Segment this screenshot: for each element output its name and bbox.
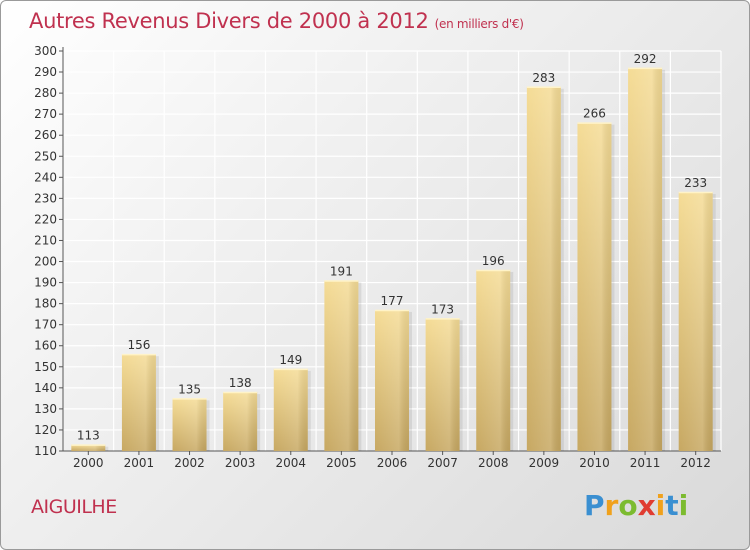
x-tick-label: 2000 (73, 456, 104, 470)
y-tick-label: 230 (34, 191, 57, 205)
logo-letter: i (678, 489, 689, 522)
data-label: 173 (431, 302, 454, 316)
y-tick-label: 150 (34, 360, 57, 374)
bar-sheen (577, 122, 612, 451)
data-label: 292 (634, 52, 657, 66)
logo-letter: r (604, 489, 619, 522)
data-label: 177 (381, 294, 404, 308)
y-tick-label: 270 (34, 107, 57, 121)
y-tick-label: 120 (34, 423, 57, 437)
y-tick-label: 300 (34, 44, 57, 58)
bar-sheen (526, 86, 561, 451)
y-tick-label: 240 (34, 170, 57, 184)
data-label: 196 (482, 254, 505, 268)
bar-sheen (628, 67, 663, 451)
data-label: 283 (532, 71, 555, 85)
x-tick-label: 2010 (579, 456, 610, 470)
y-tick-label: 160 (34, 339, 57, 353)
bar-sheen (324, 280, 359, 451)
y-tick-label: 130 (34, 402, 57, 416)
logo-letter: P (584, 489, 605, 522)
logo-letter: i (655, 489, 666, 522)
x-tick-label: 2001 (124, 456, 155, 470)
bar-sheen (375, 309, 409, 451)
logo-letter: o (618, 489, 638, 522)
y-tick-label: 190 (34, 276, 57, 290)
data-label: 135 (178, 382, 201, 396)
y-tick-label: 250 (34, 149, 57, 163)
y-tick-label: 260 (34, 128, 57, 142)
logo-letter: t (665, 489, 679, 522)
x-tick-label: 2012 (680, 456, 711, 470)
data-label: 156 (127, 338, 150, 352)
y-tick-label: 170 (34, 318, 57, 332)
chart-title-text: Autres Revenus Divers de 2000 à 2012 (29, 9, 429, 33)
axes: 110 120 130 140 150 160 170 180 190 200 210 220 230 2… (34, 44, 721, 470)
bar-sheen (678, 192, 713, 452)
data-label: 149 (279, 353, 302, 367)
chart-title: Autres Revenus Divers de 2000 à 2012 (en … (29, 9, 524, 33)
y-tick-label: 220 (34, 212, 57, 226)
bar-sheen (172, 398, 207, 451)
proxiti-logo: Proxiti (584, 489, 688, 522)
bar-sheen (425, 318, 460, 451)
y-tick-label: 290 (34, 65, 57, 79)
data-label: 138 (229, 376, 252, 390)
data-label: 266 (583, 107, 606, 121)
x-tick-label: 2007 (427, 456, 458, 470)
x-tick-label: 2004 (275, 456, 306, 470)
y-tick-label: 200 (34, 255, 57, 269)
x-tick-label: 2006 (377, 456, 408, 470)
y-tick-label: 280 (34, 86, 57, 100)
x-tick-label: 2005 (326, 456, 357, 470)
y-tick-label: 180 (34, 297, 57, 311)
bar-sheen (71, 444, 106, 451)
bar-sheen (476, 269, 511, 451)
x-tick-label: 2009 (529, 456, 560, 470)
bar-sheen (273, 368, 308, 451)
bar-sheen (223, 392, 258, 451)
y-tick-label: 210 (34, 233, 57, 247)
data-label: 233 (684, 176, 707, 190)
logo-letter: x (637, 489, 656, 522)
data-label: 191 (330, 264, 353, 278)
x-tick-label: 2008 (478, 456, 509, 470)
chart-subtitle: (en milliers d'€) (434, 17, 524, 31)
x-tick-label: 2002 (174, 456, 205, 470)
data-label: 113 (77, 429, 100, 443)
x-tick-label: 2003 (225, 456, 256, 470)
y-tick-label: 110 (34, 444, 57, 458)
place-name: AIGUILHE (31, 496, 117, 518)
x-tick-label: 2011 (630, 456, 661, 470)
y-tick-label: 140 (34, 381, 57, 395)
data-labels: 113 156 135 138 149 191 177 173 196 283 266 292 233 (77, 52, 707, 443)
bars (71, 67, 716, 452)
bar-sheen (121, 354, 156, 451)
